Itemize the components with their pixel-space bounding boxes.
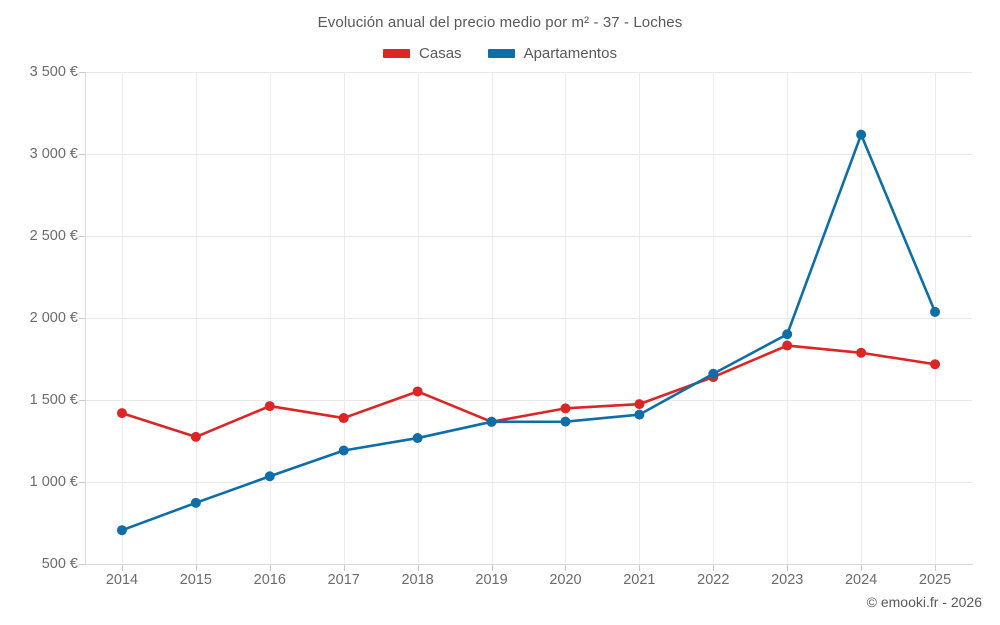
y-axis-line (85, 72, 86, 565)
x-axis-tick-mark (269, 565, 271, 571)
gridline-horizontal (85, 482, 972, 483)
x-axis-tick-label: 2018 (401, 572, 434, 588)
legend-item-casas[interactable]: Casas (383, 45, 462, 62)
y-axis-labels: 3 500 € 3 000 € 2 500 € 2 000 € 1 500 € 1 000… (0, 0, 78, 625)
x-axis-tick-label: 2015 (179, 572, 213, 588)
legend-item-apartamentos[interactable]: Apartamentos (487, 45, 617, 62)
gridline-horizontal (85, 154, 972, 155)
x-axis-tick-label: 2024 (844, 572, 878, 588)
gridline-vertical (935, 72, 937, 564)
gridline-horizontal (85, 318, 972, 319)
gridline-vertical (787, 72, 789, 564)
gridline-horizontal (85, 236, 972, 237)
gridline-vertical (491, 72, 493, 564)
gridline-horizontal (85, 72, 972, 73)
gridline-vertical (713, 72, 715, 564)
y-axis-tick-mark (79, 72, 85, 73)
x-axis-tick-mark (935, 565, 937, 571)
x-axis-tick-label: 2022 (697, 572, 730, 588)
x-axis-tick-label: 2014 (105, 572, 139, 588)
x-axis-tick-mark (417, 565, 419, 571)
x-axis-tick-label: 2023 (771, 572, 804, 588)
y-axis-tick-mark (79, 236, 85, 237)
gridline-vertical (565, 72, 567, 564)
y-axis-tick-mark (79, 400, 85, 401)
gridline-vertical (861, 72, 863, 564)
gridline-vertical (195, 72, 197, 564)
x-axis-tick-label: 2020 (549, 572, 582, 588)
legend-swatch-icon-apartamentos (487, 49, 515, 58)
gridline-vertical (639, 72, 641, 564)
y-axis-tick-mark (79, 318, 85, 319)
y-axis-tick-label: 1 000 € (29, 474, 78, 490)
legend-label-apartamentos: Apartamentos (523, 45, 617, 62)
y-axis-tick-label: 3 500 € (29, 64, 78, 80)
y-axis-tick-mark (79, 564, 85, 565)
y-axis-tick-label: 2 000 € (29, 310, 78, 326)
plot-area (85, 72, 972, 564)
gridline-vertical (343, 72, 345, 564)
x-axis-tick-mark (565, 565, 567, 571)
gridline-vertical (417, 72, 419, 564)
gridline-vertical (269, 72, 271, 564)
legend-label-casas: Casas (419, 45, 462, 62)
y-axis-tick-label: 500 € (41, 556, 78, 572)
x-axis-tick-mark (121, 565, 123, 571)
x-axis-tick-mark (787, 565, 789, 571)
x-axis-tick-label: 2016 (253, 572, 286, 588)
y-axis-tick-label: 3 000 € (29, 146, 78, 162)
x-axis-tick-mark (861, 565, 863, 571)
x-axis-tick-label: 2017 (327, 572, 360, 588)
chart-legend: Casas Apartamentos (0, 45, 1000, 62)
x-axis-tick-mark (491, 565, 493, 571)
x-axis-tick-label: 2025 (918, 572, 952, 588)
y-axis-tick-label: 2 500 € (29, 228, 78, 244)
x-axis-tick-label: 2019 (475, 572, 508, 588)
x-axis-line (85, 564, 973, 565)
gridline-vertical (121, 72, 123, 564)
y-axis-tick-label: 1 500 € (29, 392, 78, 408)
y-axis-tick-mark (79, 482, 85, 483)
y-axis-tick-mark (79, 154, 85, 155)
x-axis-tick-mark (713, 565, 715, 571)
x-axis-tick-mark (639, 565, 641, 571)
gridline-horizontal (85, 400, 972, 401)
chart-title: Evolución anual del precio medio por m² … (317, 14, 683, 31)
x-axis-tick-mark (195, 565, 197, 571)
x-axis-tick-label: 2021 (623, 572, 656, 588)
legend-swatch-icon-casas (383, 49, 411, 58)
x-axis-tick-mark (343, 565, 345, 571)
footer-credit: © emooki.fr - 2026 (866, 594, 982, 610)
